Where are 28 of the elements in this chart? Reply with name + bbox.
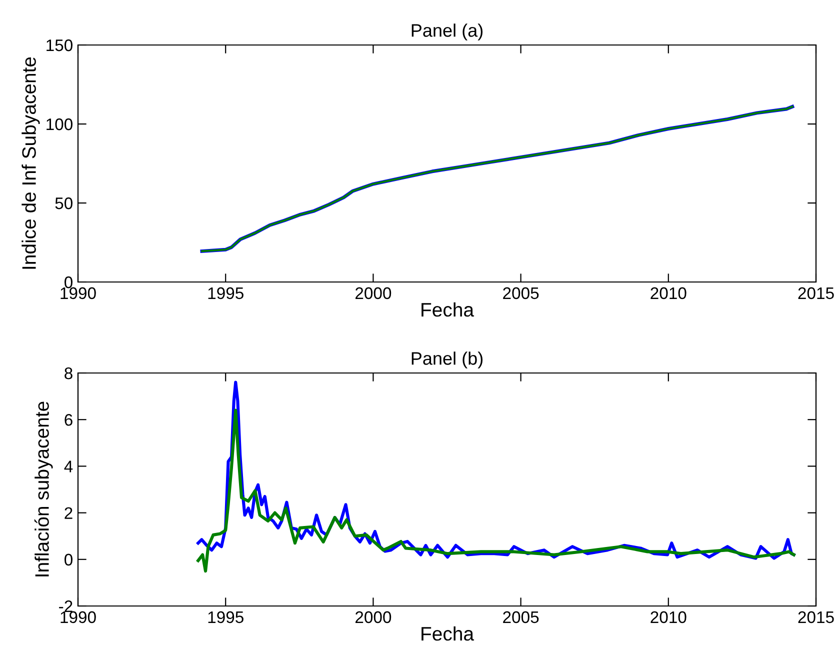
y-tick-label: 150 — [46, 39, 72, 52]
x-tick-label: 1990 — [60, 611, 96, 624]
y-tick-label: 0 — [64, 554, 72, 566]
chart-title: Panel (b) — [412, 352, 483, 368]
y-tick-label: 2 — [64, 507, 72, 519]
y-axis-title: Indice de Inf Subyacente — [22, 57, 40, 269]
y-tick-label: 100 — [46, 118, 72, 130]
x-tick-label: 2005 — [503, 611, 539, 624]
y-tick-label: 50 — [55, 197, 72, 210]
y-tick-label: 0 — [64, 276, 72, 288]
x-tick-label: 1990 — [60, 287, 96, 300]
x-tick-label: 2015 — [798, 287, 834, 300]
x-tick-label: 1995 — [208, 287, 244, 300]
y-tick-label: 6 — [64, 414, 72, 426]
x-axis-title: Fecha — [422, 302, 474, 317]
x-tick-label: 2010 — [650, 611, 686, 624]
chart-title: Panel (a) — [412, 24, 483, 40]
y-tick-label: 8 — [64, 367, 72, 380]
x-axis-title: Fecha — [422, 626, 474, 641]
y-tick-label: -2 — [59, 600, 72, 612]
x-tick-label: 2015 — [798, 611, 834, 624]
x-tick-label: 2010 — [650, 287, 686, 300]
y-tick-label: 4 — [64, 460, 73, 472]
x-tick-label: 2000 — [356, 611, 392, 624]
x-tick-label: 2005 — [503, 287, 539, 300]
y-axis-title: Inflación subyacente — [34, 402, 53, 576]
x-tick-label: 1995 — [208, 611, 244, 624]
x-tick-label: 2000 — [356, 287, 392, 300]
